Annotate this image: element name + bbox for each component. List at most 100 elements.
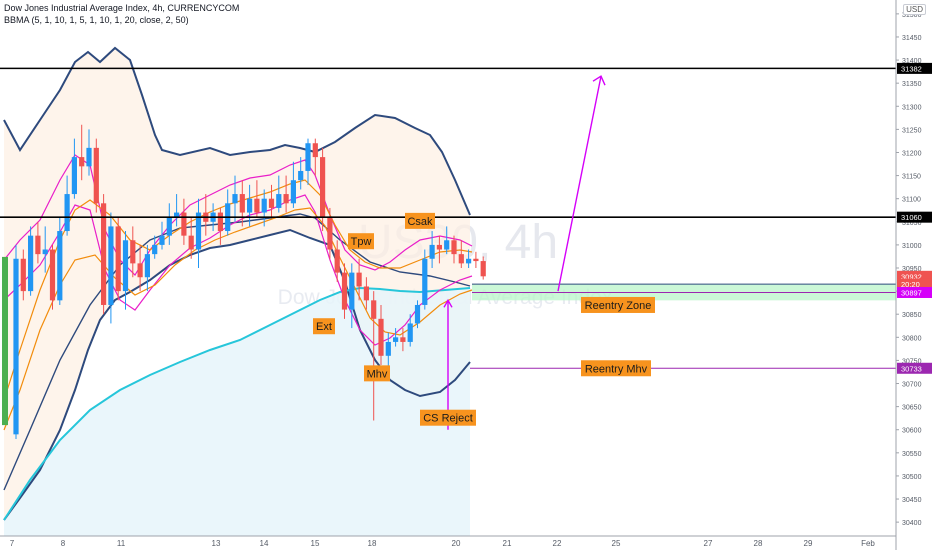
y-tick-label: 30950	[902, 266, 922, 273]
axis-tag-30897	[897, 286, 932, 298]
candle-body	[371, 300, 377, 319]
candle-body	[480, 261, 486, 277]
cs-reject-arrow-head	[443, 298, 453, 308]
candle-body	[115, 226, 121, 292]
candle-body	[334, 249, 340, 273]
annotation-reentry-zone: Reentry Zone	[585, 300, 652, 312]
y-tick-label: 31200	[902, 150, 922, 157]
candle-body	[341, 272, 348, 310]
annotation-tpw: Tpw	[351, 236, 372, 248]
bollinger-lower-line	[3, 228, 471, 521]
ema50-fill	[4, 288, 470, 536]
candle-body	[283, 194, 289, 204]
y-tick-label: 31500	[902, 12, 922, 19]
annotation-csak: Csak	[407, 216, 433, 228]
ema50-line	[3, 286, 471, 521]
indicator-legend[interactable]: BBMA (5, 1, 10, 1, 5, 1, 10, 1, 20, clos…	[4, 15, 189, 25]
candle-body	[429, 244, 435, 259]
candle-body	[174, 212, 180, 218]
candle-body	[42, 249, 48, 255]
annotation-csak-box	[405, 212, 435, 229]
y-tick-label: 30550	[902, 451, 922, 458]
candle-body	[35, 235, 41, 255]
annotation-cs-reject: CS Reject	[423, 413, 473, 425]
y-tick-label: 30600	[902, 428, 922, 435]
x-tick-label: 15	[311, 539, 320, 548]
y-tick-label: 30800	[902, 335, 922, 342]
annotation-ext: Ext	[316, 321, 332, 333]
candle-body	[305, 143, 311, 171]
axis-tag-20-20	[897, 278, 932, 290]
y-tick-label: 30500	[902, 474, 922, 481]
bollinger-mid-line	[3, 213, 471, 491]
x-tick-label: 20	[452, 539, 461, 548]
axis-tag-31060	[897, 211, 932, 223]
candle-body	[181, 212, 187, 236]
projection-arrow	[557, 76, 602, 292]
candle-body	[436, 244, 442, 250]
candle-body	[268, 198, 275, 208]
x-tick-label: 28	[754, 539, 763, 548]
candle-body	[444, 240, 450, 250]
annotation-reentry-mhv: Reentry Mhv	[585, 363, 648, 375]
candle-body	[79, 157, 85, 167]
candle-body	[349, 272, 355, 310]
axis-tag-30932	[897, 270, 932, 282]
candle-body	[298, 170, 304, 181]
axis-tag-31382	[897, 62, 932, 74]
x-tick-label: 18	[368, 539, 377, 548]
annotation-mhv-box	[364, 365, 390, 382]
bollinger-fill	[4, 48, 470, 520]
y-tick-label: 30650	[902, 405, 922, 412]
annotation-tpw-box	[348, 233, 374, 250]
candle-body	[166, 217, 172, 236]
candle-body	[64, 194, 70, 232]
candle-body	[13, 258, 19, 435]
candle-body	[327, 217, 333, 250]
candle-body	[466, 258, 472, 264]
candle-body	[261, 198, 267, 213]
x-tick-label: 7	[10, 539, 15, 548]
y-tick-label: 31250	[902, 127, 922, 134]
x-tick-label: 21	[503, 539, 512, 548]
annotation-cs-reject-box	[420, 409, 476, 426]
symbol-title: Dow Jones Industrial Average Index, 4h, …	[4, 3, 240, 13]
candle-body	[473, 258, 479, 262]
y-tick-label: 31150	[902, 174, 921, 181]
candle-body	[458, 254, 464, 264]
y-tick-label: 31450	[902, 35, 922, 42]
y-tick-label: 31400	[902, 58, 922, 65]
candle-body	[101, 203, 107, 305]
y-tick-label: 30400	[902, 520, 922, 527]
candle-body	[276, 194, 282, 208]
annotation-reentry-zone-box	[581, 296, 655, 313]
annotation-ext-box	[313, 318, 335, 335]
currency-badge[interactable]: USD	[903, 4, 926, 15]
ma10-low-line	[3, 207, 473, 431]
candle-body	[356, 272, 362, 287]
projection-arrow-head	[592, 75, 606, 86]
candle-body	[312, 143, 318, 158]
x-tick-label: 13	[212, 539, 221, 548]
axis-tag-label-20-20: 20:20	[901, 280, 920, 289]
candle-body	[49, 249, 56, 301]
candle-body	[130, 240, 136, 264]
annotation-reentry-mhv-box	[581, 360, 651, 377]
y-tick-label: 30700	[902, 382, 922, 389]
candle-body	[414, 304, 421, 324]
candle-body	[363, 286, 369, 301]
candle-body	[232, 194, 238, 204]
candle-body	[57, 231, 63, 301]
candle-body	[144, 254, 150, 278]
candle-body	[385, 341, 391, 356]
candle-body	[407, 323, 413, 342]
y-tick-label: 31350	[902, 81, 922, 88]
candle-body	[188, 235, 194, 250]
y-tick-label: 30850	[902, 312, 922, 319]
candle-body	[247, 198, 253, 213]
candle-body	[378, 318, 384, 356]
x-tick-label: 22	[553, 539, 562, 548]
candle-body	[152, 244, 158, 255]
